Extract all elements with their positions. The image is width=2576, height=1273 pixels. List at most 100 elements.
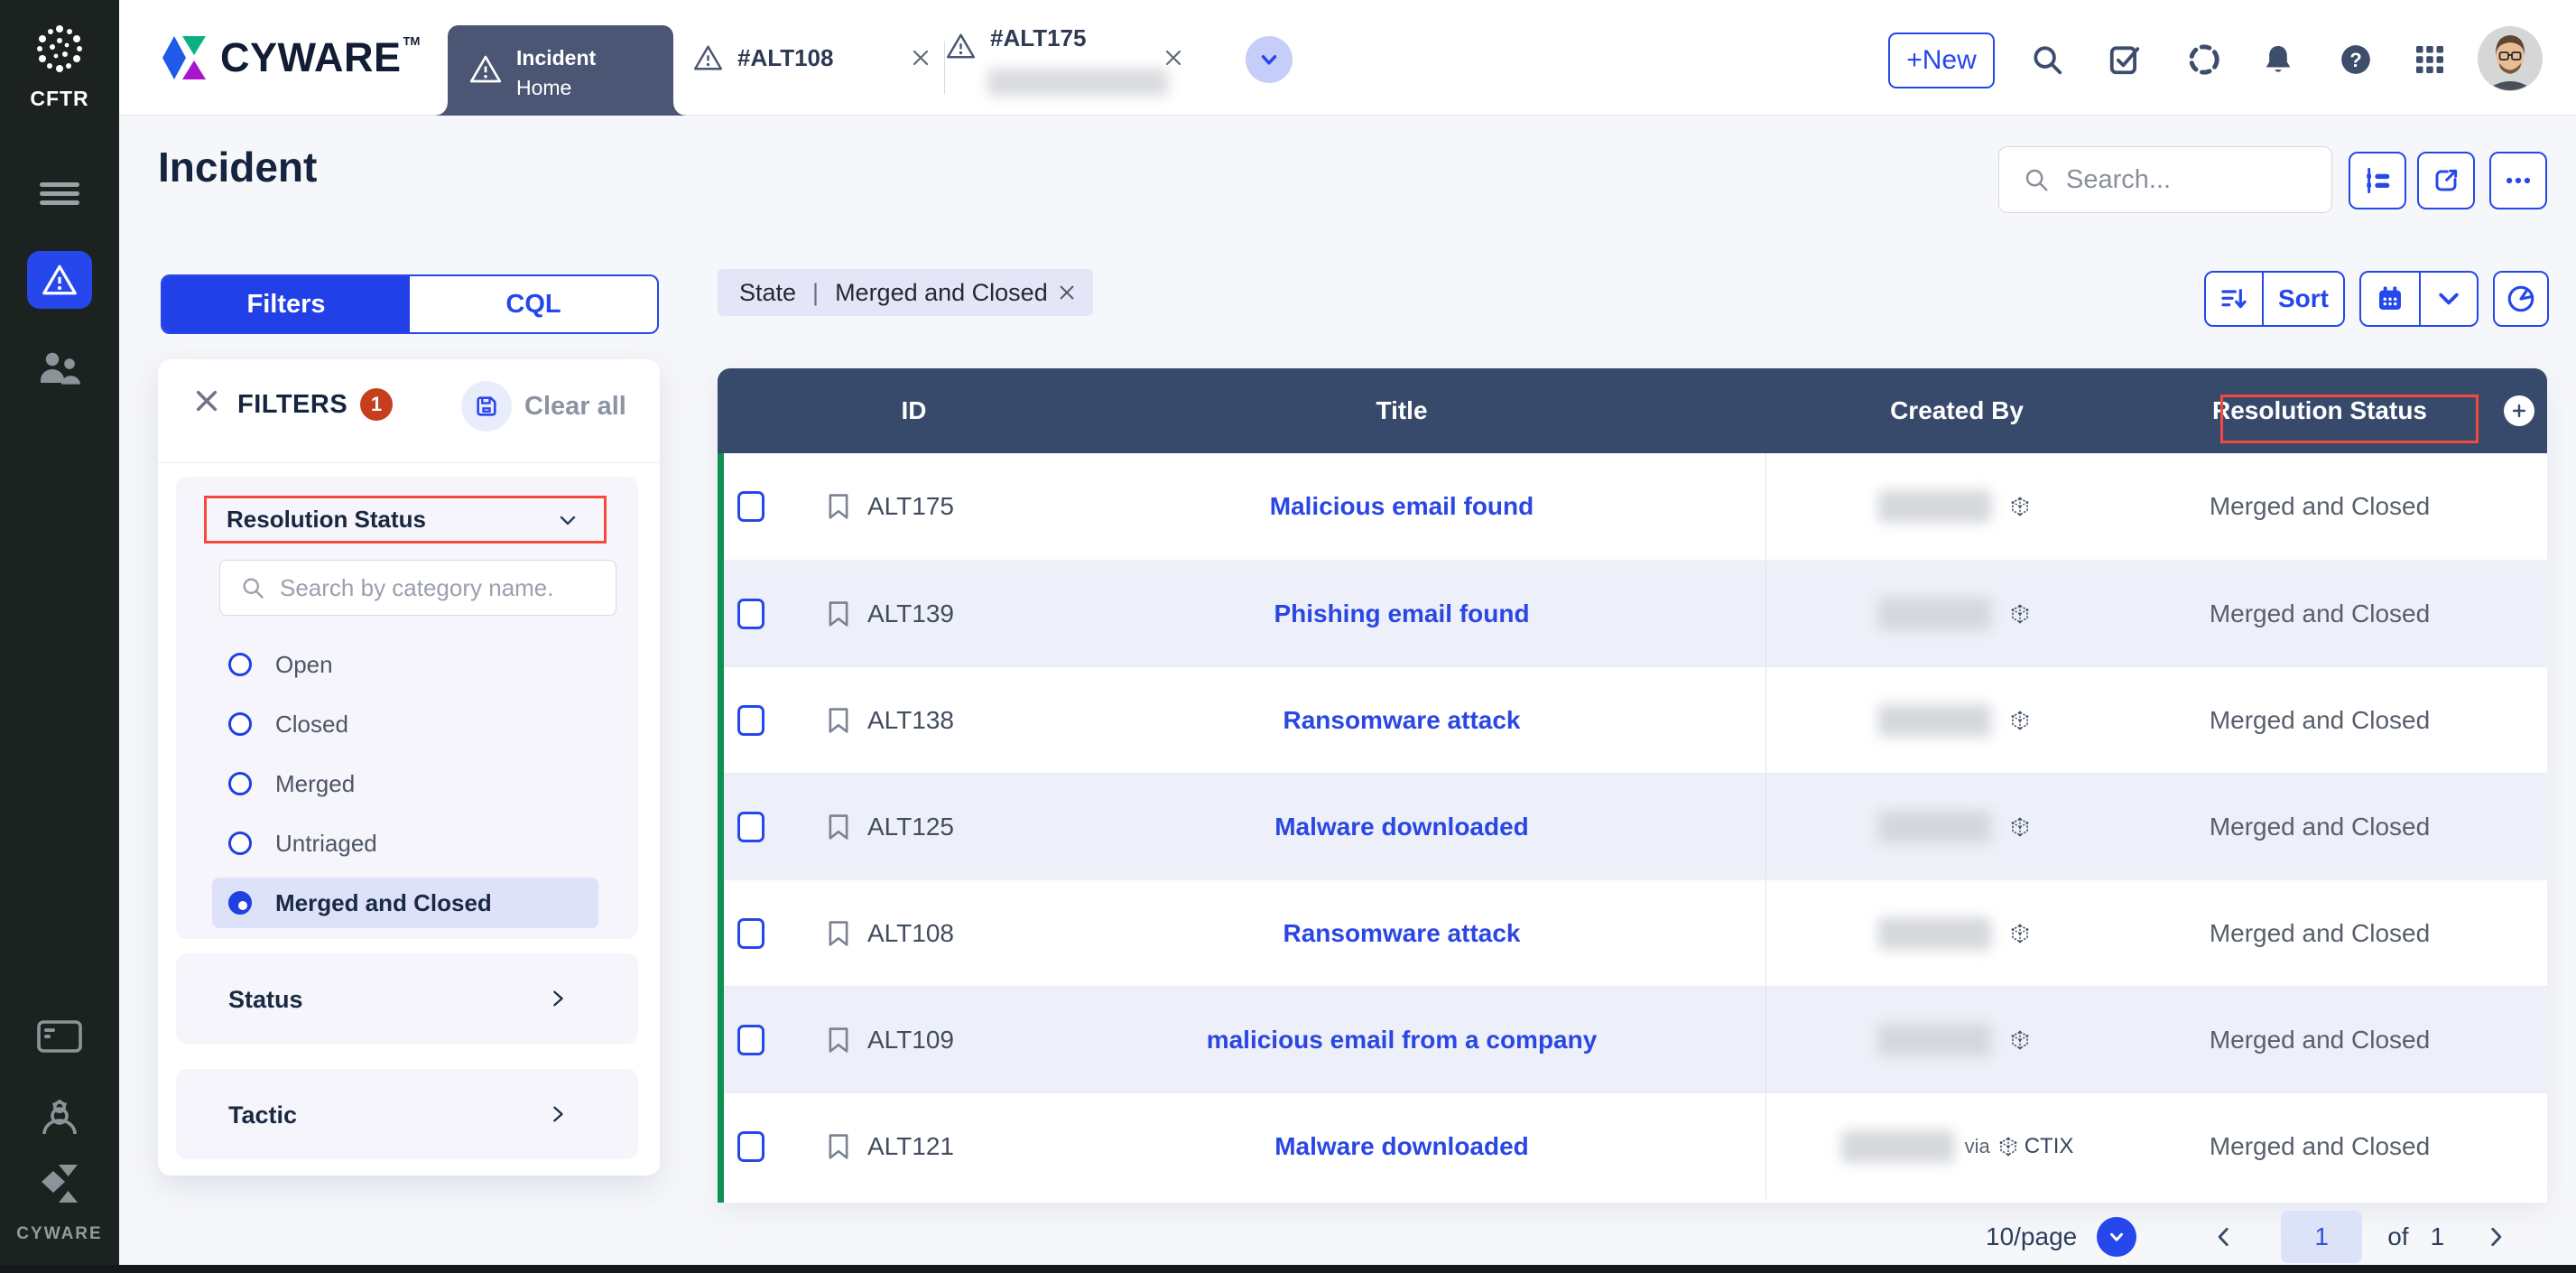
column-header-resolution-status[interactable]: Resolution Status <box>2211 396 2427 424</box>
incident-title-link[interactable]: malicious email from a company <box>1206 1025 1598 1054</box>
option-label: Merged and Closed <box>275 888 492 916</box>
resolution-option-untriaged[interactable]: Untriaged <box>212 818 598 869</box>
filters-tab[interactable]: Filters <box>162 276 410 332</box>
bookmark-icon[interactable] <box>828 920 849 947</box>
column-header-id[interactable]: ID <box>901 396 927 424</box>
sort-button[interactable]: Sort <box>2262 273 2343 325</box>
incident-title-link[interactable]: Malware downloaded <box>1274 812 1529 841</box>
next-page-button[interactable] <box>2484 1225 2507 1249</box>
resolution-option-merged[interactable]: Merged <box>212 758 598 809</box>
section-label: Status <box>228 986 303 1013</box>
table-row[interactable]: ALT109 malicious email from a company Me… <box>718 986 2547 1092</box>
row-checkbox[interactable] <box>737 598 764 629</box>
bookmark-icon[interactable] <box>828 1027 849 1054</box>
filter-section-tactic[interactable]: Tactic <box>176 1069 638 1159</box>
list-search-input[interactable]: Search... <box>1998 146 2332 213</box>
radio-icon[interactable] <box>228 653 252 676</box>
category-search-input[interactable]: Search by category name. <box>219 560 616 616</box>
bookmark-icon[interactable] <box>828 600 849 627</box>
sidebar-item-users[interactable] <box>0 348 119 386</box>
remove-chip-icon[interactable] <box>1057 283 1077 302</box>
resolution-option-merged-and-closed[interactable]: Merged and Closed <box>212 878 598 928</box>
incident-title-link[interactable]: Ransomware attack <box>1283 918 1521 947</box>
created-by-redacted <box>1878 703 1991 737</box>
global-search-button[interactable] <box>2025 38 2069 81</box>
column-header-created-by[interactable]: Created By <box>1890 396 2024 424</box>
table-row[interactable]: ALT175 Malicious email found Merged and … <box>718 453 2547 560</box>
cql-tab[interactable]: CQL <box>505 289 561 319</box>
tab-alt175[interactable]: #ALT175 <box>946 0 1184 116</box>
user-avatar[interactable] <box>2479 27 2542 90</box>
radio-icon[interactable] <box>228 712 252 736</box>
row-checkbox[interactable] <box>737 811 764 842</box>
row-checkbox[interactable] <box>737 491 764 522</box>
check-square-icon <box>2109 46 2140 75</box>
row-checkbox[interactable] <box>737 704 764 736</box>
save-filter-button[interactable] <box>461 381 512 432</box>
calendar-button[interactable] <box>2361 273 2419 325</box>
analytics-button[interactable] <box>2493 271 2549 327</box>
row-density-button[interactable] <box>2349 152 2406 209</box>
sidebar-item-incidents-active[interactable] <box>27 251 92 309</box>
previous-page-button[interactable] <box>2212 1225 2236 1249</box>
apps-grid-button[interactable] <box>2408 38 2451 81</box>
tab-subtitle-redacted <box>987 69 1168 96</box>
clear-all-button[interactable]: Clear all <box>524 392 626 421</box>
bookmark-icon[interactable] <box>828 813 849 841</box>
bookmark-icon[interactable] <box>828 493 849 520</box>
ctix-icon <box>2011 711 2029 729</box>
sync-status-button[interactable] <box>2182 38 2226 81</box>
table-row[interactable]: ALT139 Phishing email found Merged and C… <box>718 560 2547 666</box>
tab-incident-home[interactable]: Incident Home <box>435 25 686 116</box>
bookmark-icon[interactable] <box>828 707 849 734</box>
row-checkbox[interactable] <box>737 1130 764 1162</box>
row-checkbox-cell <box>718 917 790 949</box>
resolution-status-value: Merged and Closed <box>2209 705 2431 734</box>
table-row[interactable]: ALT121 Malware downloaded via CTIX Merge… <box>718 1092 2547 1199</box>
via-label: via <box>1964 1134 1990 1157</box>
resolution-option-open[interactable]: Open <box>212 639 598 690</box>
close-icon[interactable] <box>1163 47 1184 69</box>
tab-alt108[interactable]: #ALT108 <box>693 0 931 116</box>
warning-triangle-icon <box>469 55 502 83</box>
radio-icon[interactable] <box>228 832 252 855</box>
tab-label-line2: Home <box>516 76 572 99</box>
notifications-button[interactable] <box>2256 38 2300 81</box>
more-options-button[interactable] <box>2489 152 2547 209</box>
sidebar-item-account-settings[interactable] <box>0 1098 119 1138</box>
export-button[interactable] <box>2417 152 2475 209</box>
bookmark-icon[interactable] <box>828 1133 849 1160</box>
tasks-button[interactable] <box>2103 38 2146 81</box>
filter-section-status[interactable]: Status <box>176 953 638 1044</box>
radio-icon[interactable] <box>228 772 252 795</box>
tab-overflow-button[interactable] <box>1246 36 1293 83</box>
new-button[interactable]: +New <box>1888 33 1995 88</box>
incident-title-link[interactable]: Malicious email found <box>1269 492 1534 520</box>
table-row[interactable]: ALT108 Ransomware attack Merged and Clos… <box>718 879 2547 986</box>
page-size-dropdown-button[interactable] <box>2097 1217 2137 1257</box>
help-button[interactable]: ? <box>2334 38 2377 81</box>
date-range-dropdown-button[interactable] <box>2418 273 2477 325</box>
incident-title-link[interactable]: Ransomware attack <box>1283 705 1521 734</box>
created-by-redacted <box>1840 1129 1954 1163</box>
column-header-title[interactable]: Title <box>1376 396 1428 424</box>
resolution-status-dropdown[interactable]: Resolution Status <box>176 493 638 544</box>
incident-title-link[interactable]: Malware downloaded <box>1274 1131 1529 1160</box>
sort-order-button[interactable] <box>2206 273 2262 325</box>
incident-id: ALT139 <box>867 599 954 627</box>
current-page-input[interactable]: 1 <box>2281 1211 2363 1263</box>
sidebar-item-console[interactable] <box>0 1020 119 1053</box>
incident-title-link[interactable]: Phishing email found <box>1274 599 1530 627</box>
add-column-button[interactable] <box>2491 395 2547 426</box>
sidebar-menu-button[interactable] <box>0 181 119 208</box>
radio-icon[interactable] <box>228 891 252 915</box>
row-checkbox[interactable] <box>737 917 764 949</box>
row-checkbox[interactable] <box>737 1024 764 1055</box>
table-row[interactable]: ALT138 Ransomware attack Merged and Clos… <box>718 666 2547 773</box>
close-filters-icon[interactable] <box>194 388 219 413</box>
close-icon[interactable] <box>910 47 931 69</box>
resolution-option-closed[interactable]: Closed <box>212 699 598 749</box>
chevron-down-icon <box>2110 1232 2124 1241</box>
row-id-cell: ALT109 <box>790 1026 1038 1055</box>
table-row[interactable]: ALT125 Malware downloaded Merged and Clo… <box>718 773 2547 879</box>
